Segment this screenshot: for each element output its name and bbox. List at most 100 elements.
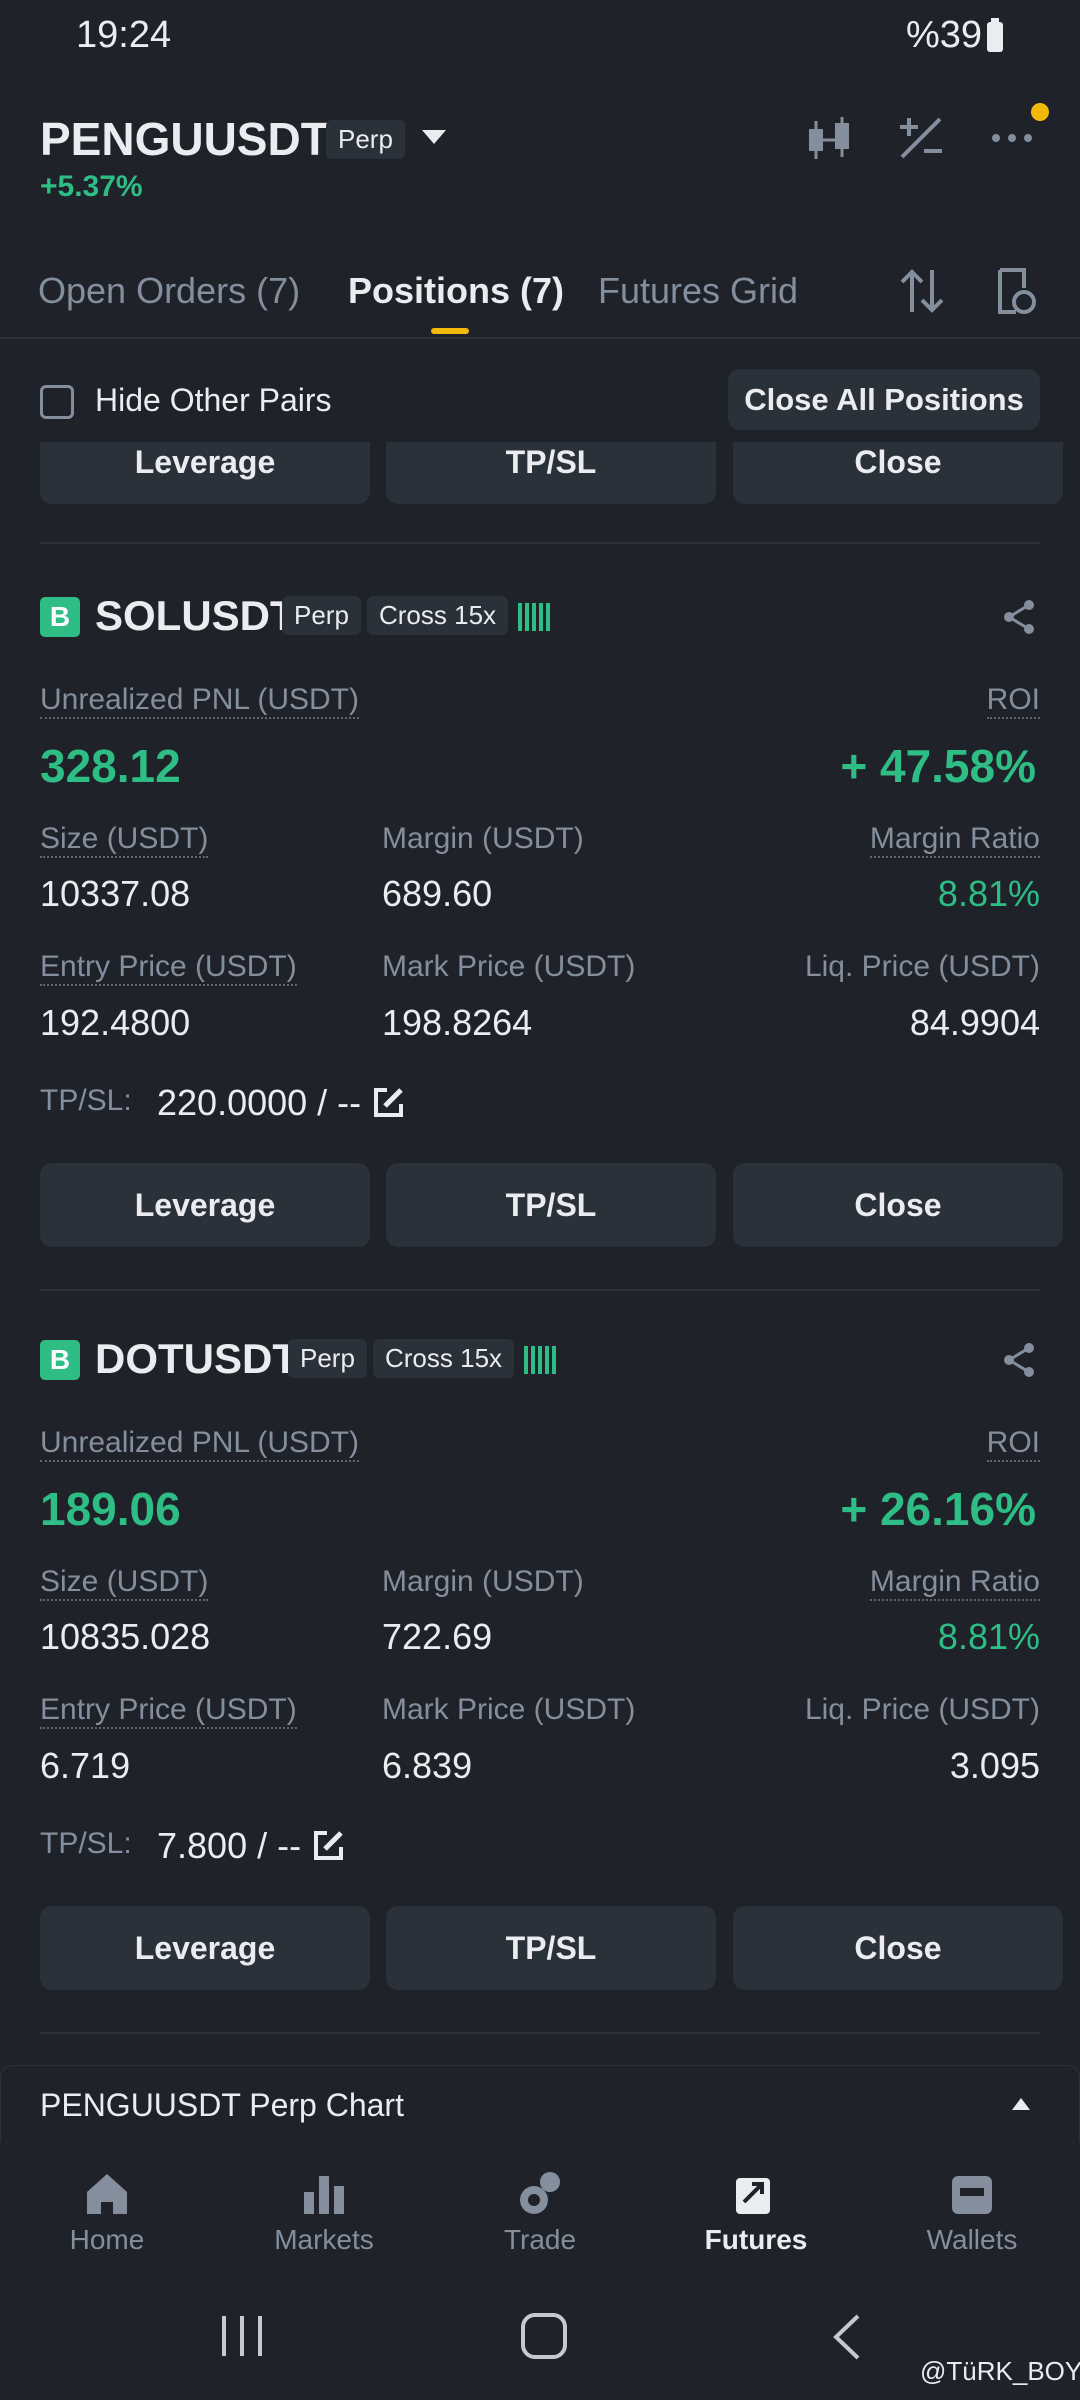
recents-button[interactable] [220,2314,264,2358]
share-icon[interactable] [1002,599,1036,635]
status-battery: %39 [906,14,983,56]
field-value: 3.095 [949,1745,1040,1786]
action-button[interactable]: TP/SL [386,1906,716,1990]
field-label: Mark Price (USDT) [382,1693,636,1726]
field-label: Entry Price (USDT) [40,950,297,986]
nav-label[interactable]: Home [69,2224,145,2255]
field-value: 192.4800 [40,1002,191,1043]
pnl-value: 189.06 [40,1483,181,1535]
tab-indicator [431,328,469,334]
action-button[interactable]: Close [733,1163,1063,1247]
system-nav [0,2295,1080,2400]
watermark: @TüRK_BOY [920,2356,1080,2386]
side-badge: B [40,597,80,637]
action-button[interactable]: Leverage [40,442,370,504]
roi-label: ROI [986,683,1040,719]
field-value: 198.8264 [382,1002,533,1043]
field-value: 722.69 [382,1616,493,1657]
tpsl-label: TP/SL: [40,1084,132,1117]
divider [40,542,1040,544]
nav-icon[interactable] [83,2170,131,2218]
edit-icon[interactable] [313,1829,345,1861]
tab[interactable]: Positions (7) [348,270,565,311]
action-button[interactable]: Leverage [40,1163,370,1247]
tab[interactable]: Futures Grid [598,270,799,311]
nav-icon[interactable] [516,2170,564,2218]
action-button[interactable]: Leverage [40,1906,370,1990]
roi-label: ROI [986,1426,1040,1462]
partial-button-row: Leverage TP/SL Close [0,442,1080,504]
divider [0,337,1080,339]
position-symbol[interactable]: SOLUSDT [95,592,296,639]
type-badge: Perp [288,1339,367,1378]
history-icon[interactable] [996,268,1036,314]
pnl-label: Unrealized PNL (USDT) [40,683,359,719]
tpsl-value: 220.0000 / -- [157,1082,362,1123]
field-label: Entry Price (USDT) [40,1693,297,1729]
battery-icon [987,18,1003,52]
roi-value: + 26.16% [840,1483,1036,1535]
action-button[interactable]: Close [733,442,1063,504]
collapse-arrow[interactable] [1012,2098,1030,2110]
risk-indicator [518,603,550,631]
back-button[interactable] [832,2314,862,2360]
field-value: 8.81% [937,1616,1040,1657]
field-label: Margin Ratio [869,1565,1040,1601]
share-icon[interactable] [1002,1342,1036,1378]
action-button[interactable]: Close [733,1906,1063,1990]
divider [40,2032,1040,2034]
edit-icon[interactable] [373,1086,405,1118]
chart-icon[interactable] [805,115,855,165]
nav-icon[interactable] [300,2170,348,2218]
field-label: Liq. Price (USDT) [804,950,1040,983]
chart-bar[interactable] [0,2065,1080,2144]
field-value: 8.81% [937,873,1040,914]
calculator-icon[interactable] [898,115,944,161]
pnl-value: 328.12 [40,740,181,792]
risk-indicator [524,1346,556,1374]
field-value: 689.60 [382,873,493,914]
close-all-button[interactable]: Close All Positions [728,369,1040,430]
divider [40,1289,1040,1291]
sort-icon[interactable] [900,268,944,314]
nav-icon[interactable] [732,2170,780,2218]
action-button[interactable]: TP/SL [386,442,716,504]
header-change: +5.37% [40,170,143,203]
status-time: 19:24 [76,14,172,56]
dropdown-arrow[interactable] [422,130,446,146]
home-button[interactable] [520,2312,568,2360]
side-badge: B [40,1340,80,1380]
tpsl-value: 7.800 / -- [157,1825,302,1866]
field-label: Margin Ratio [869,822,1040,858]
nav-icon[interactable] [948,2170,996,2218]
field-label: Mark Price (USDT) [382,950,636,983]
field-value: 10337.08 [40,873,191,914]
tab[interactable]: Open Orders (7) [38,270,301,311]
field-value: 6.839 [382,1745,473,1786]
field-label: Margin (USDT) [382,822,584,855]
bottom-nav: Home Markets Trade Futures Wallets [0,2142,1080,2295]
field-value: 6.719 [40,1745,131,1786]
nav-label[interactable]: Wallets [926,2224,1018,2255]
header-badge: Perp [326,120,405,159]
field-label: Liq. Price (USDT) [804,1693,1040,1726]
roi-value: + 47.58% [840,740,1036,792]
nav-label[interactable]: Trade [503,2224,577,2255]
field-label: Margin (USDT) [382,1565,584,1598]
tpsl-label: TP/SL: [40,1827,132,1860]
field-value: 10835.028 [40,1616,211,1657]
position-symbol[interactable]: DOTUSDT [95,1335,298,1382]
type-badge: Perp [282,596,361,635]
field-label: Size (USDT) [40,1565,209,1601]
pnl-label: Unrealized PNL (USDT) [40,1426,359,1462]
nav-label[interactable]: Futures [704,2224,808,2255]
header-symbol[interactable]: PENGUUSDT [40,113,329,165]
chart-bar-title[interactable]: PENGUUSDT Perp Chart [40,2087,404,2123]
action-button[interactable]: TP/SL [386,1163,716,1247]
checkbox-label[interactable]: Hide Other Pairs [95,382,332,418]
nav-label[interactable]: Markets [274,2224,374,2255]
checkbox[interactable] [40,385,74,419]
more-icon[interactable] [990,98,1054,148]
margin-mode-badge: Cross 15x [373,1339,515,1378]
